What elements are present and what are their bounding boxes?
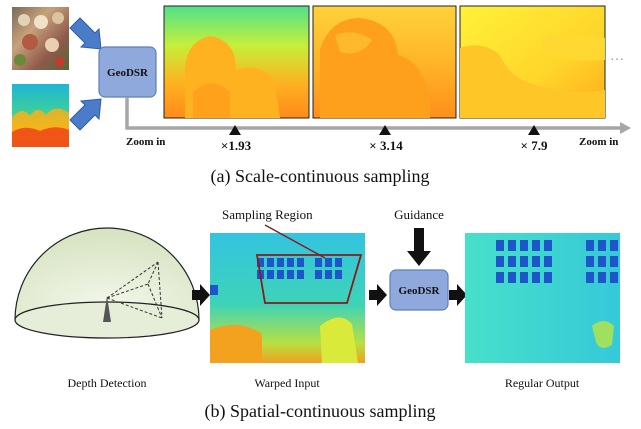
caption-b: (b) Spatial-continuous sampling bbox=[205, 401, 436, 422]
guidance-label: Guidance bbox=[394, 207, 444, 222]
warped-input-image bbox=[210, 233, 365, 363]
sampling-region-outline bbox=[255, 254, 363, 304]
caption-a: (a) Scale-continuous sampling bbox=[211, 166, 430, 187]
arrow-to-warped-input bbox=[192, 284, 210, 306]
ellipsis: ··· bbox=[610, 53, 624, 68]
zoom-depth-image-1 bbox=[163, 5, 310, 119]
zoom-depth-image-2 bbox=[312, 5, 457, 119]
geodsr-model-box-b: GeoDSR bbox=[389, 269, 449, 311]
geodsr-model-box-a: GeoDSR bbox=[98, 46, 157, 98]
scale-marker-2 bbox=[379, 125, 391, 135]
regular-output-image bbox=[465, 233, 620, 363]
blue-arrow-lower bbox=[69, 98, 102, 131]
geodsr-label-b: GeoDSR bbox=[399, 285, 441, 297]
depth-detection-dome bbox=[14, 227, 200, 339]
zoom-in-label-right: Zoom in bbox=[579, 136, 618, 148]
guidance-arrow bbox=[407, 228, 431, 266]
rgb-input-image bbox=[12, 7, 69, 70]
zoom-in-label-left: Zoom in bbox=[126, 136, 165, 148]
scale-label-2: × 3.14 bbox=[369, 138, 403, 153]
scale-marker-3 bbox=[528, 125, 540, 135]
sensor-icon bbox=[103, 296, 111, 322]
zoom-timeline bbox=[125, 97, 631, 134]
warped-input-label: Warped Input bbox=[254, 376, 320, 390]
scale-label-3: × 7.9 bbox=[521, 138, 548, 153]
depth-input-image bbox=[12, 84, 69, 147]
scale-marker-1 bbox=[229, 125, 241, 135]
arrow-to-geodsr-b bbox=[369, 284, 387, 306]
geodsr-label-a: GeoDSR bbox=[107, 67, 149, 79]
zoom-depth-image-3 bbox=[459, 5, 606, 119]
blue-arrow-upper bbox=[69, 17, 102, 50]
scale-label-1: ×1.93 bbox=[221, 138, 252, 153]
arrow-to-regular-output bbox=[449, 284, 467, 306]
sampling-region-pointer bbox=[264, 224, 326, 259]
regular-output-label: Regular Output bbox=[505, 376, 580, 390]
depth-detection-label: Depth Detection bbox=[68, 376, 147, 390]
sampling-region-label: Sampling Region bbox=[222, 207, 313, 222]
